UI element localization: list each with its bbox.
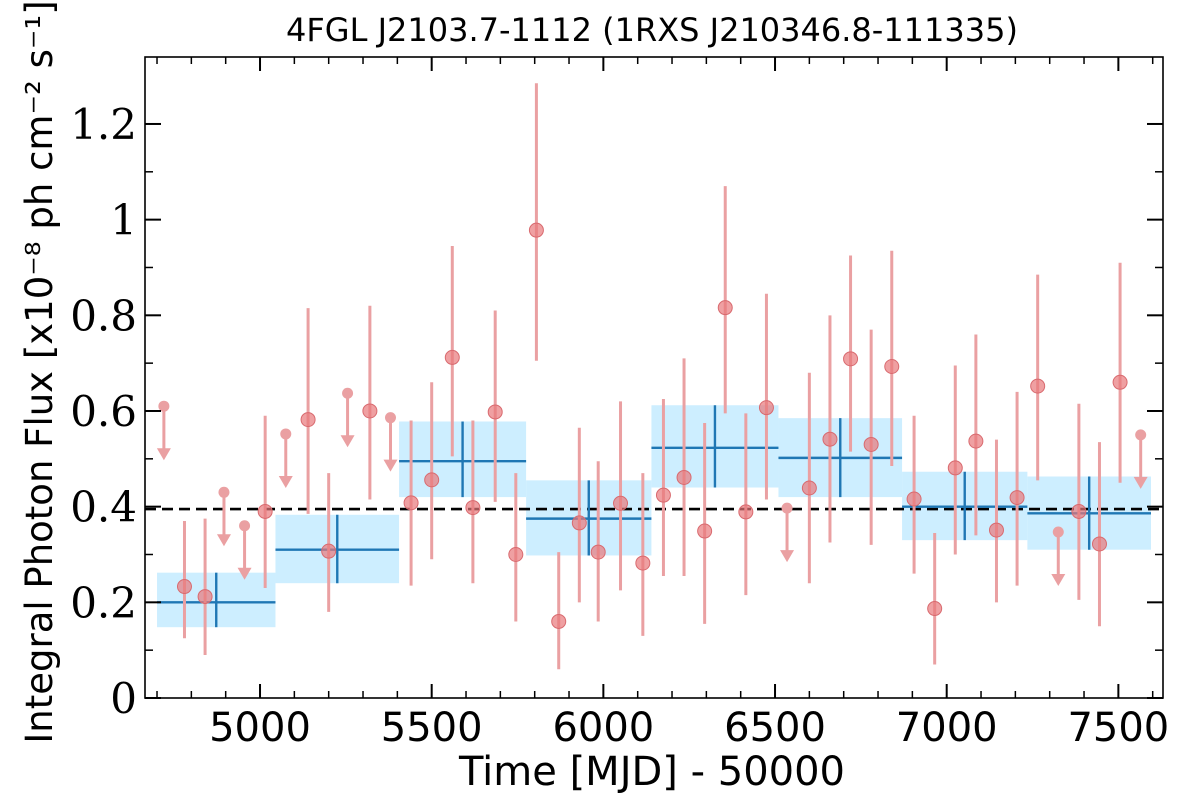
data-point [508,546,524,562]
upper-limit-marker [218,486,230,498]
upper-limit-arrow [156,448,171,461]
data-point [1030,378,1046,394]
data-point [843,351,859,367]
data-point [655,487,671,503]
data-point [590,544,606,560]
upper-limit-arrow [1051,574,1066,587]
upper-limit-marker [384,412,396,424]
y-tick-label: 1.2 [70,100,137,149]
upper-limit-arrow [278,475,293,488]
data-point [1071,503,1087,519]
y-tick-label: 0.6 [70,387,137,436]
data-point [257,503,273,519]
upper-limit-arrow [780,550,795,563]
data-point [444,349,460,365]
chart-title: 4FGL J2103.7-1112 (1RXS J210346.8-111335… [286,11,1018,49]
data-point [968,433,984,449]
data-point [321,543,337,559]
data-point [551,613,567,629]
data-point [947,460,963,476]
data-point [676,469,692,485]
upper-limit-arrow [383,459,398,472]
upper-limit-marker [1052,526,1064,538]
data-point [758,400,774,416]
upper-limit-marker [239,520,251,532]
data-point [300,412,316,428]
x-tick-label: 5500 [381,705,483,751]
data-point [717,300,733,316]
upper-limit-arrow [340,435,355,448]
plot-frame [144,56,1164,699]
data-point [424,472,440,488]
data-point [487,404,503,420]
x-axis-label: Time [MJD] - 50000 [458,749,845,795]
x-tick-label: 5000 [209,705,311,751]
y-tick-label: 0 [110,674,137,723]
x-tick-label: 7500 [1067,705,1169,751]
x-tick-label: 7000 [896,705,998,751]
x-tick-label: 6500 [724,705,826,751]
y-tick-label: 0.2 [70,578,137,627]
data-point [1112,374,1128,390]
data-point [988,522,1004,538]
axis-ticks: 5000 5500 6000 6500 7000 7500 0 0.2 0.4 0.6 0.8 1 1.… [70,57,1169,751]
data-point [571,515,587,531]
data-point [1091,536,1107,552]
data-point [1009,490,1025,506]
y-tick-label: 0.8 [70,291,137,340]
x-tick-label: 6000 [552,705,654,751]
y-tick-label: 1 [110,196,137,245]
data-point [738,504,754,520]
data-point [362,403,378,419]
data-point [465,500,481,516]
y-tick-label: 0.4 [70,483,137,532]
data-point [697,523,713,539]
data-point [528,222,544,238]
data-point [176,579,192,595]
plot-area [145,83,1163,670]
data-point [927,601,943,617]
upper-limit-marker [158,400,170,412]
data-point [906,491,922,507]
data-point [403,495,419,511]
upper-limit-marker [781,502,793,514]
upper-limit-arrow [216,534,231,547]
upper-limit-marker [1135,429,1147,441]
data-point [863,436,879,452]
data-point [884,358,900,374]
upper-limit-marker [280,428,292,440]
data-point [613,495,629,511]
data-point [635,555,651,571]
upper-limit-arrow [237,567,252,580]
upper-limit-arrow [1133,476,1148,489]
data-point [822,431,838,447]
data-point [197,589,213,605]
upper-limit-marker [342,387,354,399]
data-point [801,480,817,496]
y-axis-label: Integral Photon Flux [x10⁻⁸ ph cm⁻² s⁻¹] [18,0,61,743]
